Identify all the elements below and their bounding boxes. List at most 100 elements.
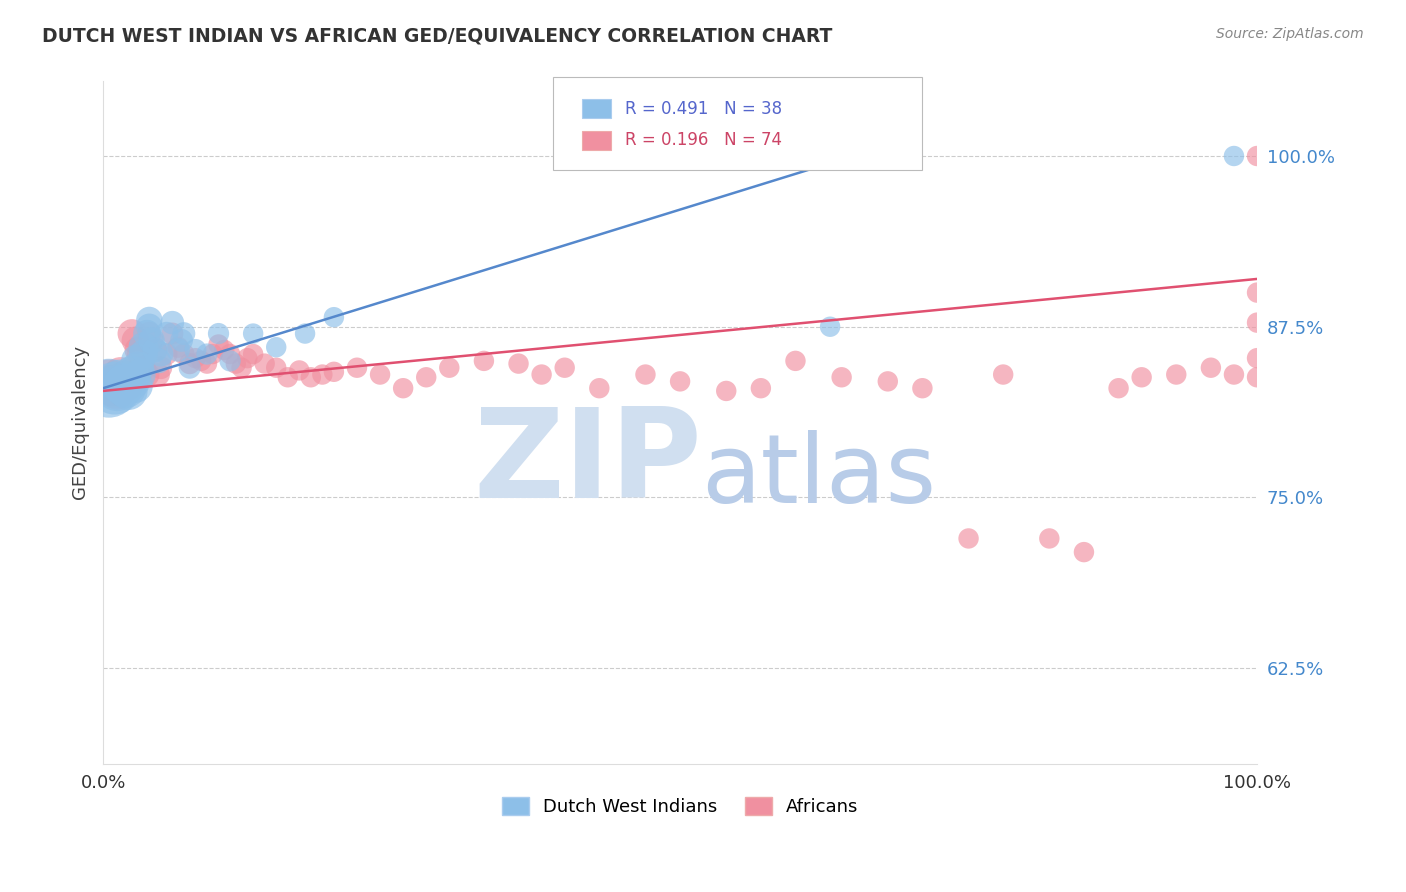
Legend: Dutch West Indians, Africans: Dutch West Indians, Africans [495, 789, 866, 823]
Point [1073, 545, 1095, 559]
Point [117, 378, 139, 392]
Point [97, 381, 120, 395]
Point [132, 347, 155, 361]
Point [554, 360, 576, 375]
Point [195, 357, 218, 371]
Text: R = 0.196   N = 74: R = 0.196 N = 74 [624, 131, 782, 149]
Point [1130, 370, 1153, 384]
Point [110, 375, 132, 389]
Point [136, 326, 159, 341]
Point [155, 326, 177, 341]
Point [749, 381, 772, 395]
Point [219, 354, 242, 368]
Point [104, 381, 127, 395]
Text: ZIP: ZIP [474, 403, 702, 524]
Point [190, 354, 212, 368]
Bar [582, 131, 610, 150]
Point [311, 368, 333, 382]
Point [129, 368, 152, 382]
Point [179, 357, 201, 371]
Point [132, 360, 155, 375]
Point [124, 334, 146, 348]
Point [299, 370, 322, 384]
Point [207, 337, 229, 351]
Point [1246, 149, 1268, 163]
Point [121, 368, 143, 382]
Point [148, 368, 170, 382]
Point [173, 347, 195, 361]
Point [669, 375, 692, 389]
Point [1223, 368, 1246, 382]
Text: R = 0.491   N = 38: R = 0.491 N = 38 [624, 100, 782, 118]
Point [121, 375, 143, 389]
Point [508, 357, 530, 371]
Point [143, 343, 166, 357]
Point [818, 319, 841, 334]
Point [184, 351, 207, 366]
Point [991, 368, 1014, 382]
Point [104, 381, 127, 395]
Point [201, 347, 224, 361]
Point [225, 357, 247, 371]
Point [634, 368, 657, 382]
Point [368, 368, 391, 382]
Point [117, 384, 139, 398]
Point [831, 370, 853, 384]
Point [1246, 316, 1268, 330]
Point [911, 381, 934, 395]
Point [288, 363, 311, 377]
Point [173, 326, 195, 341]
Point [346, 360, 368, 375]
Point [136, 368, 159, 382]
Point [124, 378, 146, 392]
Point [1246, 285, 1268, 300]
Point [141, 334, 163, 348]
Point [162, 316, 184, 330]
Point [112, 378, 135, 392]
Point [141, 334, 163, 348]
Point [167, 343, 190, 357]
Point [415, 370, 437, 384]
Text: DUTCH WEST INDIAN VS AFRICAN GED/EQUIVALENCY CORRELATION CHART: DUTCH WEST INDIAN VS AFRICAN GED/EQUIVAL… [42, 27, 832, 45]
Text: atlas: atlas [702, 431, 936, 524]
Point [129, 347, 152, 361]
Point [138, 313, 160, 327]
Point [957, 532, 980, 546]
Point [143, 343, 166, 357]
Point [167, 340, 190, 354]
Text: Source: ZipAtlas.com: Source: ZipAtlas.com [1216, 27, 1364, 41]
Point [242, 347, 264, 361]
Point [148, 354, 170, 368]
Point [127, 354, 149, 368]
Point [207, 326, 229, 341]
Point [115, 381, 138, 395]
Point [138, 326, 160, 341]
FancyBboxPatch shape [553, 78, 922, 169]
Point [236, 351, 259, 366]
Point [253, 357, 276, 371]
Point [101, 378, 124, 392]
Point [231, 360, 253, 375]
Point [112, 370, 135, 384]
Point [127, 360, 149, 375]
Point [277, 370, 299, 384]
Point [105, 384, 128, 398]
Point [149, 360, 172, 375]
Point [1246, 370, 1268, 384]
Point [392, 381, 415, 395]
Point [588, 381, 610, 395]
Y-axis label: GED/Equivalency: GED/Equivalency [72, 345, 89, 500]
Point [876, 375, 898, 389]
Point [115, 375, 138, 389]
Point [322, 365, 344, 379]
Bar [582, 99, 610, 119]
Point [184, 343, 207, 357]
Point [264, 340, 287, 354]
Point [1223, 149, 1246, 163]
Point [155, 347, 177, 361]
Point [242, 326, 264, 341]
Point [110, 368, 132, 382]
Point [121, 326, 143, 341]
Point [105, 381, 128, 395]
Point [214, 343, 236, 357]
